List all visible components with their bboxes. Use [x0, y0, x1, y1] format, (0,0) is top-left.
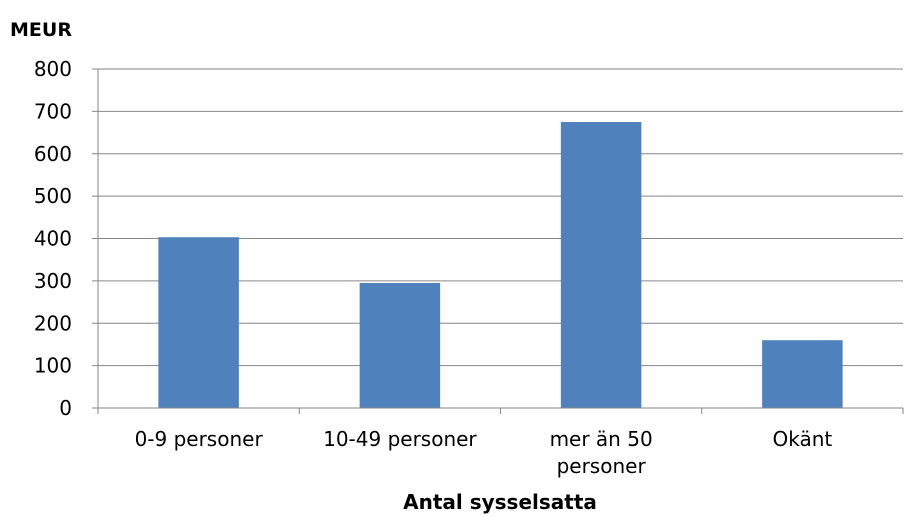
y-axis-unit-label: MEUR — [10, 19, 72, 41]
y-axis-ticks: 0 100 200 300 400 500 600 700 800 — [34, 57, 98, 420]
y-tick-label: 200 — [34, 311, 72, 335]
y-tick-label: 600 — [34, 142, 72, 166]
y-tick-label: 100 — [34, 354, 72, 378]
bar — [359, 282, 441, 408]
y-tick-label: 300 — [34, 269, 72, 293]
axes — [97, 69, 904, 414]
x-tick-label: personer — [557, 454, 647, 478]
bar — [560, 121, 642, 408]
y-tick-label: 500 — [34, 184, 72, 208]
x-tick-label: 10-49 personer — [323, 427, 477, 451]
y-tick-label: 400 — [34, 227, 72, 251]
x-axis-ticks: 0-9 personer 10-49 personer mer än 50 perso… — [135, 427, 833, 478]
x-tick-label: Okänt — [773, 427, 833, 451]
bar — [762, 340, 843, 408]
y-tick-label: 700 — [34, 99, 72, 123]
y-tick-label: 800 — [34, 57, 72, 81]
bars — [158, 121, 843, 408]
x-tick-label: 0-9 personer — [135, 427, 264, 451]
x-tick-label: mer än 50 — [550, 427, 653, 451]
bar — [158, 237, 239, 408]
y-tick-label: 0 — [59, 396, 72, 420]
x-axis-title: Antal sysselsatta — [403, 490, 597, 514]
